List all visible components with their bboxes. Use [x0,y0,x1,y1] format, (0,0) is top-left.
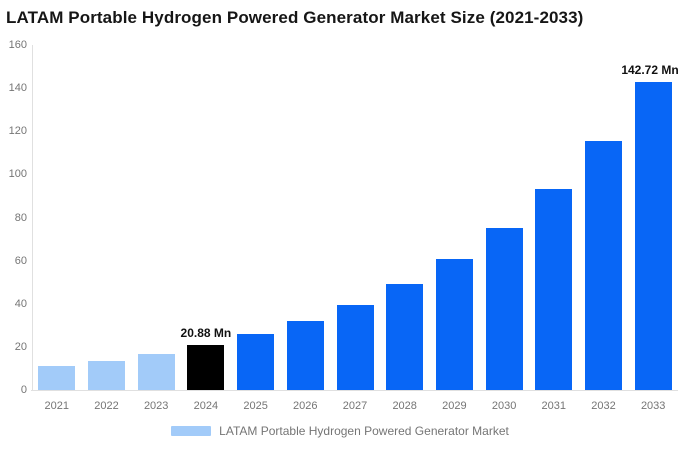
bar-2025[interactable] [237,334,275,390]
bar-value-label: 20.88 Mn [180,326,232,340]
bar-2021[interactable] [38,366,76,390]
x-tick-label: 2032 [591,400,616,412]
x-tick-label: 2024 [193,400,219,412]
bar-2027[interactable] [336,304,374,390]
x-tick-label: 2031 [541,400,567,412]
bar-2029[interactable] [435,259,473,390]
x-tick-label: 2030 [491,400,517,412]
y-tick-label: 60 [14,254,27,267]
bar-2022[interactable] [88,360,125,390]
y-tick-label: 120 [8,125,27,138]
x-tick-label: 2029 [442,400,467,412]
bar-2033[interactable] [634,82,672,390]
bar-2030[interactable] [485,227,523,390]
x-tick-label: 2028 [392,400,417,412]
plot-area: 0 20 40 60 80 100 120 140 160 2021 2022 2023 2024 20.… [8,39,679,412]
y-tick-label: 140 [8,82,27,95]
bar-2024[interactable] [187,345,225,390]
y-tick-label: 80 [14,211,27,224]
x-tick-label: 2027 [342,400,368,412]
chart-title: LATAM Portable Hydrogen Powered Generato… [6,8,584,27]
y-axis-line [32,45,33,390]
bar-2032[interactable] [585,141,622,390]
bar-2028[interactable] [386,284,424,390]
y-tick-label: 20 [14,340,27,353]
bar-value-label: 142.72 Mn [621,63,679,78]
x-axis-line [31,390,678,391]
y-tick-label: 100 [8,168,27,181]
y-tick-label: 0 [20,384,27,396]
x-tick-label: 2022 [94,400,119,412]
bar-2031[interactable] [535,189,573,390]
x-tick-label: 2021 [44,400,70,412]
y-tick-label: 160 [8,39,27,51]
bar-2023[interactable] [137,353,175,390]
legend-swatch-icon [171,426,212,436]
y-tick-label: 40 [14,297,27,310]
x-tick-label: 2026 [293,400,318,412]
legend-item[interactable]: LATAM Portable Hydrogen Powered Generato… [0,424,680,438]
x-tick-label: 2033 [640,400,666,412]
bar-2026[interactable] [286,321,324,390]
legend-label: LATAM Portable Hydrogen Powered Generato… [219,424,509,438]
x-tick-label: 2025 [243,400,268,412]
x-tick-label: 2023 [143,400,169,412]
